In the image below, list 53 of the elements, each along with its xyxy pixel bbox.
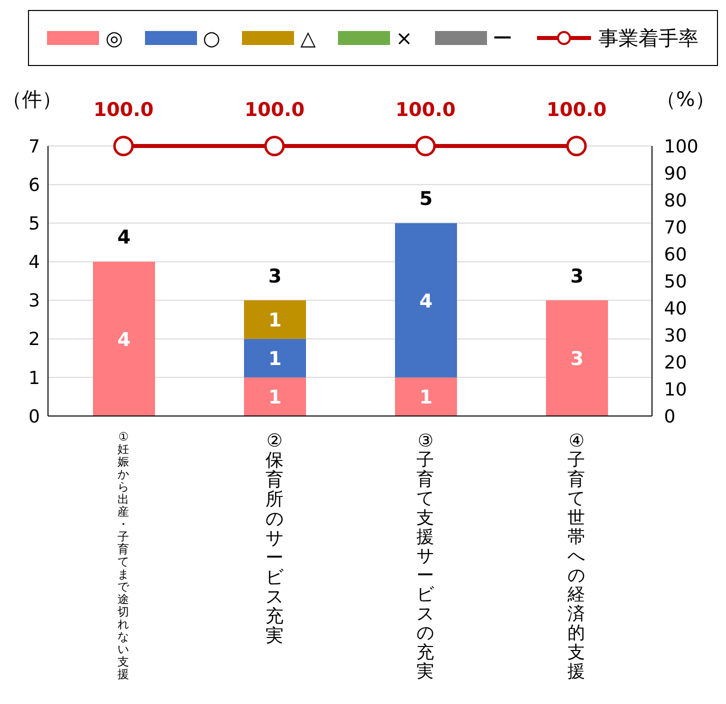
bar xyxy=(546,300,608,416)
bar xyxy=(395,377,457,416)
data-label: 1 xyxy=(268,386,282,409)
category-label: ③子育て支援サービスの充実 xyxy=(416,431,434,682)
category-label: ④子育て世帯への経済的支援 xyxy=(568,431,586,682)
y2-tick-label: 10 xyxy=(664,379,687,400)
y2-tick-label: 0 xyxy=(664,406,676,428)
y2-tick-label: 50 xyxy=(664,271,687,292)
y-axis-title: （件） xyxy=(2,86,62,113)
data-label: 1 xyxy=(268,310,282,332)
legend-label: ◎ xyxy=(105,26,123,50)
y2-tick-label: 70 xyxy=(664,217,687,238)
y2-tick-label: 80 xyxy=(664,190,687,212)
legend-label: ー xyxy=(492,24,513,52)
y-tick-label: 0 xyxy=(28,406,40,428)
bar xyxy=(244,300,306,339)
data-label: 4 xyxy=(419,290,433,312)
y-tick-label: 7 xyxy=(28,136,40,158)
total-label: 5 xyxy=(419,188,433,210)
category-label: ②保育所のサービス充実 xyxy=(266,430,284,647)
total-label: 3 xyxy=(570,265,584,288)
data-label: 4 xyxy=(117,328,131,351)
y2-tick-label: 40 xyxy=(664,298,687,320)
legend-label: △ xyxy=(300,26,316,50)
total-label: 3 xyxy=(268,265,282,288)
y-tick-label: 2 xyxy=(28,329,40,350)
data-label: 100.0 xyxy=(395,99,456,121)
legend-label: 事業着手率 xyxy=(598,24,699,52)
category-label: ①妊娠から出産・子育てまで途切れない支援 xyxy=(118,430,130,682)
data-label: 1 xyxy=(419,386,433,409)
y2-tick-label: 60 xyxy=(664,244,687,266)
data-label: 100.0 xyxy=(244,99,305,121)
y2-tick-label: 20 xyxy=(664,352,687,374)
y2-tick-label: 100 xyxy=(664,136,698,158)
bar xyxy=(244,377,306,416)
y-tick-label: 4 xyxy=(28,252,40,274)
y-tick-label: 3 xyxy=(28,290,40,312)
data-label: 3 xyxy=(570,348,584,370)
y-tick-label: 6 xyxy=(28,174,40,196)
y-tick-label: 1 xyxy=(28,368,40,389)
y2-axis-title: （%） xyxy=(656,86,716,113)
y-tick-label: 5 xyxy=(28,214,40,235)
data-label: 1 xyxy=(268,348,282,370)
y2-tick-label: 30 xyxy=(664,325,687,346)
bar xyxy=(395,223,457,378)
total-label: 4 xyxy=(117,226,131,249)
bar xyxy=(93,262,155,416)
y2-tick-label: 90 xyxy=(664,163,687,184)
bar xyxy=(244,338,306,378)
legend-label: ○ xyxy=(202,26,220,50)
data-label: 100.0 xyxy=(93,99,154,121)
data-label: 100.0 xyxy=(546,99,607,121)
legend-label: × xyxy=(396,26,413,50)
